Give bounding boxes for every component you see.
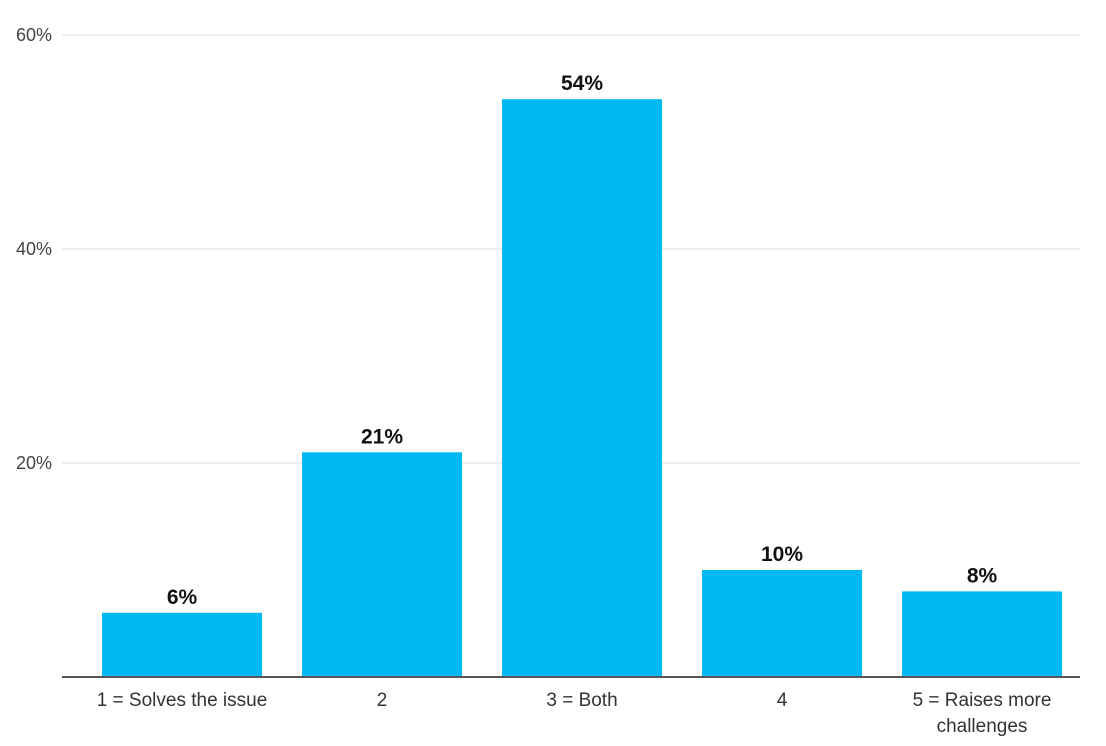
bar (502, 99, 662, 677)
y-tick-label: 40% (16, 239, 52, 259)
bars (102, 99, 1062, 677)
data-labels: 6% 21% 54% 10% 8% (167, 72, 998, 609)
data-label: 8% (967, 564, 998, 587)
y-axis-ticks: 20% 40% 60% (16, 25, 52, 473)
data-label: 6% (167, 586, 198, 609)
y-tick-label: 60% (16, 25, 52, 45)
data-label: 54% (561, 72, 603, 95)
x-category-label: 4 (777, 690, 788, 711)
bar (902, 591, 1062, 677)
bar (702, 570, 862, 677)
x-category-label: 2 (377, 690, 388, 711)
data-label: 10% (761, 543, 803, 566)
x-axis-categories: 1 = Solves the issue 2 3 = Both 4 5 = Raises… (97, 690, 1052, 737)
x-category-label: 3 = Both (546, 690, 617, 711)
bar (302, 452, 462, 677)
x-category-label: 1 = Solves the issue (97, 690, 268, 711)
y-tick-label: 20% (16, 453, 52, 473)
data-label: 21% (361, 425, 403, 448)
bar (102, 612, 262, 677)
x-category-label: 5 = Raises more (913, 690, 1052, 711)
x-category-label: challenges (937, 716, 1028, 737)
